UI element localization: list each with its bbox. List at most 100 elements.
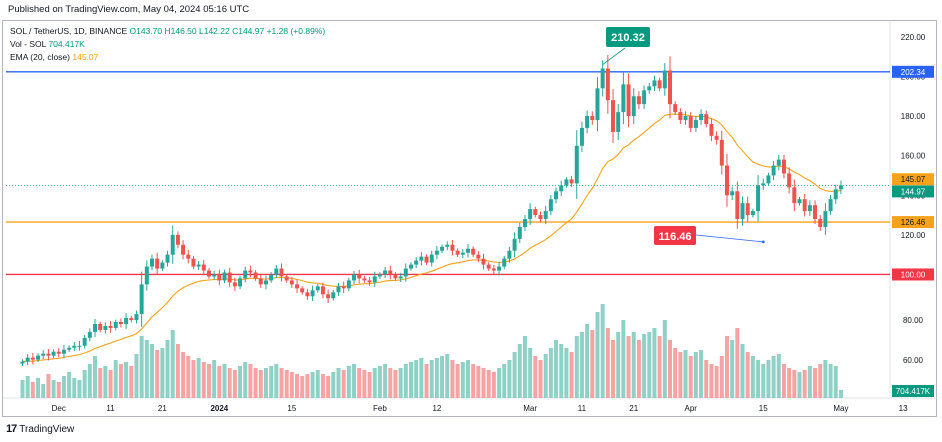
candle-body <box>284 276 289 281</box>
candle-body <box>471 248 476 255</box>
candle-body <box>823 211 828 227</box>
candle-body <box>320 286 325 295</box>
volume-bar <box>56 382 61 398</box>
volume-bar <box>807 366 812 398</box>
support-price-label: 126.46 <box>901 218 926 227</box>
volume-bar <box>455 364 460 398</box>
volume-bar <box>144 340 149 398</box>
candle-body <box>67 347 72 350</box>
volume-bar <box>113 360 118 398</box>
volume-bar <box>165 340 170 398</box>
ema-line <box>22 113 841 363</box>
volume-bar <box>465 360 470 398</box>
candle-body <box>652 80 657 87</box>
volume-bar <box>336 368 341 398</box>
volume-bar <box>331 372 336 398</box>
candle-body <box>253 272 258 279</box>
volume-bar <box>320 374 325 398</box>
volume-price-label-bg <box>892 385 934 397</box>
time-tick-label: 12 <box>432 404 441 413</box>
candle-body <box>93 323 98 332</box>
candle-body <box>502 258 507 267</box>
volume-bar <box>502 364 507 398</box>
candle-body <box>756 185 761 212</box>
volume-bar <box>600 304 605 398</box>
volume-bar <box>295 374 300 398</box>
volume-bar <box>118 364 123 398</box>
candle-body <box>181 244 186 255</box>
volume-bar <box>289 372 294 398</box>
volume-bar <box>740 344 745 398</box>
volume-bar <box>761 364 766 398</box>
volume-bar <box>77 380 82 398</box>
volume-price-label: 704.417K <box>896 387 931 396</box>
candle-body <box>98 323 103 330</box>
volume-bar <box>564 348 569 398</box>
candle-body <box>668 70 672 105</box>
volume-bar <box>248 364 253 398</box>
volume-bar <box>569 352 574 398</box>
volume-bar <box>621 320 626 398</box>
tradingview-logo-icon: 17 <box>6 423 17 435</box>
candle-body <box>20 361 25 364</box>
candle-body <box>398 276 403 279</box>
volume-bar <box>642 334 647 398</box>
ema-legend-label[interactable]: EMA (20, close) <box>10 52 70 62</box>
volume-bar <box>693 352 698 398</box>
volume-bar <box>93 356 98 398</box>
candle-body <box>776 159 781 166</box>
candle-body <box>429 254 434 263</box>
volume-bar <box>704 360 709 398</box>
candle-body <box>445 244 450 247</box>
volume-bar <box>714 366 719 398</box>
candle-body <box>25 357 30 362</box>
volume-bar <box>813 368 818 398</box>
volume-bar <box>357 368 362 398</box>
volume-bar <box>828 364 833 398</box>
candle-body <box>51 351 56 356</box>
low-callout-dot <box>761 240 765 244</box>
candle-body <box>647 86 652 91</box>
volume-bar <box>30 382 35 398</box>
candle-body <box>331 292 336 299</box>
volume-bar <box>72 378 77 398</box>
last-price-label-bg <box>892 185 934 198</box>
volume-legend-label[interactable]: Vol - SOL <box>10 39 47 49</box>
volume-bar <box>605 328 610 398</box>
volume-bar <box>61 376 66 398</box>
candle-body <box>357 274 362 279</box>
candle-body <box>46 353 51 356</box>
volume-bar <box>533 356 538 398</box>
high-callout-label: 210.32 <box>611 32 645 44</box>
psychological-price-label-bg <box>892 268 934 281</box>
volume-bar <box>263 368 268 398</box>
candle-body <box>113 322 118 328</box>
volume-bar <box>398 368 403 398</box>
candle-body <box>155 258 160 269</box>
candle-body <box>165 254 170 263</box>
volume-bar <box>206 364 211 398</box>
volume-bar <box>393 370 398 398</box>
candle-body <box>813 205 818 220</box>
volume-bar <box>724 336 729 398</box>
volume-bar <box>170 330 175 398</box>
candle-body <box>559 185 564 192</box>
tradingview-brand: TradingView <box>19 423 75 435</box>
volume-bar <box>424 364 429 398</box>
volume-bar <box>51 380 56 398</box>
volume-bar <box>253 368 258 398</box>
symbol-label[interactable]: SOL / TetherUS, 1D, BINANCE <box>10 26 128 36</box>
volume-bar <box>440 356 445 398</box>
volume-bar <box>517 344 522 398</box>
volume-bar <box>590 330 595 398</box>
candle-body <box>243 270 248 279</box>
volume-bar <box>771 356 776 398</box>
candle-body <box>590 116 595 121</box>
candle-body <box>36 355 41 360</box>
volume-bar <box>657 336 662 398</box>
candle-body <box>818 219 823 227</box>
published-caption: Published on TradingView.com, May 04, 20… <box>8 4 250 15</box>
psychological-price-label: 100.00 <box>901 270 926 279</box>
volume-bar <box>25 376 30 398</box>
